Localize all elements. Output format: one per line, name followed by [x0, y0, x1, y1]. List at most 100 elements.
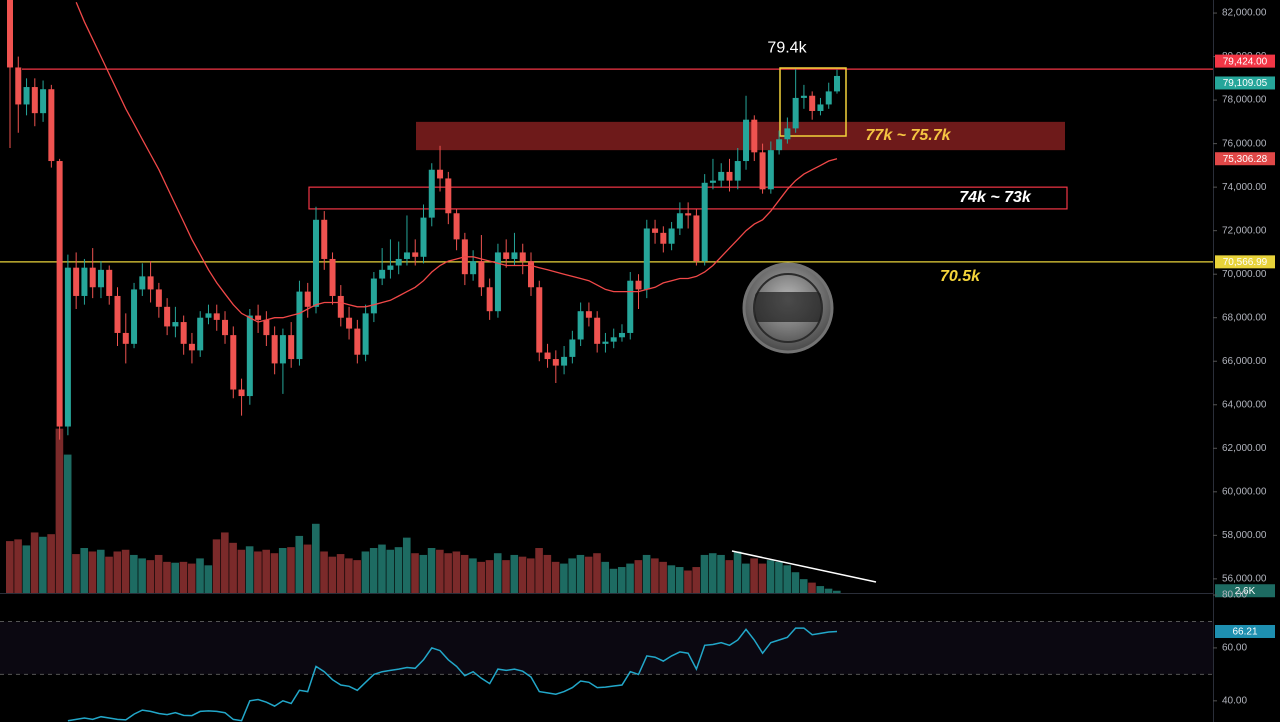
candle-body — [561, 356, 568, 366]
volume-bar — [700, 554, 709, 593]
volume-bar — [568, 558, 576, 593]
volume-bar — [353, 560, 361, 593]
volume-bar — [833, 590, 841, 593]
candle-body — [784, 128, 791, 140]
candle-body — [726, 171, 733, 181]
candle-body — [445, 178, 452, 214]
candle-body — [106, 269, 113, 296]
y-tick-label: 82,000.00 — [1222, 8, 1267, 19]
candle-body — [486, 287, 493, 312]
price-tag — [1215, 54, 1275, 68]
candle-body — [800, 95, 807, 98]
candle-body — [809, 95, 816, 111]
candle-body — [668, 228, 675, 244]
candle-body — [528, 261, 535, 288]
price-tag — [1215, 584, 1275, 598]
volume-bar — [187, 563, 196, 593]
volume-bar — [105, 556, 113, 593]
level-note: 70.5k — [940, 268, 981, 285]
candle-body — [552, 359, 559, 366]
candle-body — [569, 339, 576, 357]
volume-bar — [138, 558, 146, 593]
volume-bar — [626, 563, 634, 593]
candle-body — [147, 276, 154, 290]
price-tag — [1215, 152, 1275, 166]
candle-body — [114, 295, 121, 333]
volume-bar — [378, 544, 386, 593]
candle-body — [652, 228, 659, 233]
volume-bar — [212, 539, 221, 593]
volume-bar — [543, 554, 552, 593]
volume-bar — [584, 556, 593, 593]
candle-body — [709, 180, 716, 183]
candle-body — [370, 278, 377, 314]
volume-bar — [750, 558, 758, 593]
candle-body — [602, 341, 609, 344]
volume-bar — [469, 558, 477, 593]
candle-body — [701, 182, 708, 262]
y-tick-label: 40.00 — [1222, 695, 1247, 706]
candle-body — [577, 311, 584, 340]
volume-bar — [659, 561, 667, 593]
candle-body — [453, 213, 460, 240]
price-tag-label: 75,306.28 — [1223, 154, 1268, 165]
candle-body — [304, 291, 311, 307]
y-tick-label: 74,000.00 — [1222, 182, 1267, 193]
volume-bar — [14, 539, 22, 593]
volume-bar — [493, 553, 502, 593]
candle-body — [312, 219, 319, 307]
candle-body — [494, 252, 501, 312]
volume-bar — [311, 523, 320, 593]
volume-bar — [560, 563, 568, 593]
volume-bar — [221, 532, 229, 593]
candle-body — [660, 232, 667, 244]
y-tick-label: 66,000.00 — [1222, 356, 1267, 367]
candle-body — [354, 328, 361, 355]
candle-body — [64, 267, 71, 427]
volume-bar — [171, 562, 179, 593]
candle-body — [544, 352, 551, 360]
candle-body — [296, 291, 303, 360]
volume-bar — [808, 582, 816, 593]
volume-bar — [262, 549, 270, 593]
candle-body — [321, 219, 328, 259]
candle-body — [428, 169, 435, 218]
volume-bar — [485, 560, 494, 593]
back-layer — [0, 68, 1213, 593]
y-tick-label: 68,000.00 — [1222, 312, 1267, 323]
y-tick-label: 70,000.00 — [1222, 269, 1267, 280]
rsi-line — [67, 627, 838, 722]
volume-bar — [758, 563, 767, 593]
candle-body — [594, 317, 601, 344]
candle-body — [743, 119, 750, 162]
volume-bar — [270, 553, 279, 593]
volume-bar — [411, 553, 419, 593]
candle-body — [519, 252, 526, 262]
candle-body — [89, 267, 96, 288]
candle-body — [627, 280, 634, 333]
volume-bar — [386, 549, 395, 593]
volume-bar — [63, 454, 72, 593]
volume-bar — [146, 560, 155, 593]
volume-bar — [510, 554, 519, 593]
volume-bar — [460, 554, 469, 593]
volume-bar — [692, 567, 701, 593]
volume-bar — [436, 549, 444, 593]
volume-bar — [287, 547, 295, 593]
volume-bar — [717, 554, 725, 593]
y-tick-label: 72,000.00 — [1222, 225, 1267, 236]
candle-body — [792, 97, 799, 129]
volume-bar — [229, 542, 237, 593]
zone-label: 77k ~ 75.7k — [866, 127, 952, 144]
volume-bar — [527, 558, 535, 593]
price-tag-label: 79,424.00 — [1223, 56, 1268, 67]
volume-bar — [361, 551, 370, 593]
volume-bar — [245, 546, 254, 593]
price-tag-label: 2.6K — [1235, 586, 1256, 597]
candle-body — [131, 289, 138, 344]
candle-body — [73, 267, 80, 296]
candle-body — [197, 317, 204, 351]
zone — [416, 121, 1065, 151]
